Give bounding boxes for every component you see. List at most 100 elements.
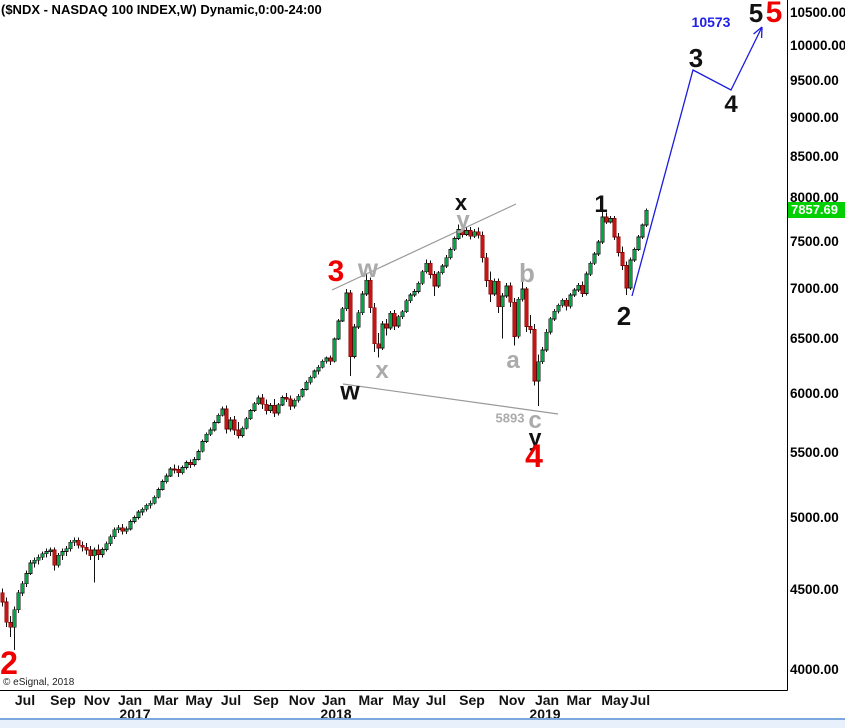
candle <box>269 405 272 410</box>
candle <box>341 309 344 321</box>
candle <box>441 266 444 273</box>
candle <box>485 258 488 281</box>
candle <box>409 295 412 301</box>
candle <box>433 275 436 287</box>
candle <box>305 382 308 389</box>
candle <box>281 397 284 405</box>
candle <box>397 317 400 326</box>
candle <box>77 540 80 545</box>
candle <box>29 563 32 573</box>
horizontal-scrollbar[interactable] <box>0 718 845 728</box>
candle <box>541 350 544 362</box>
candle <box>493 281 496 294</box>
candle <box>125 529 128 531</box>
candle <box>193 459 196 464</box>
price-tick-label: 10000.00 <box>790 38 845 54</box>
candle <box>517 299 520 336</box>
candle <box>73 540 76 542</box>
month-tick-label: May <box>601 692 628 708</box>
candle <box>141 509 144 512</box>
candle <box>89 550 92 556</box>
candle <box>429 263 432 274</box>
candle <box>317 367 320 371</box>
candle <box>357 313 360 327</box>
last-price-badge: 7857.69 <box>788 202 845 218</box>
candle <box>153 497 156 503</box>
candle <box>13 610 16 627</box>
candle <box>473 232 476 237</box>
candle <box>601 217 604 242</box>
candle <box>205 434 208 441</box>
month-tick-label: Sep <box>459 692 485 708</box>
candle <box>253 404 256 411</box>
candle <box>265 404 268 410</box>
candle <box>381 324 384 348</box>
price-tick-label: 8500.00 <box>790 149 839 165</box>
price-tick-label: 6000.00 <box>790 386 839 402</box>
candle <box>453 238 456 249</box>
candle <box>197 451 200 459</box>
price-tick-label: 9000.00 <box>790 110 839 126</box>
candle <box>221 409 224 415</box>
wave-label-red-2: 2 <box>0 647 18 679</box>
candle <box>557 305 560 311</box>
wave-label-gray-b: b <box>519 260 535 286</box>
candle <box>385 324 388 328</box>
candle <box>645 210 648 225</box>
candle <box>145 505 148 509</box>
month-tick-label: Jul <box>630 692 650 708</box>
candle <box>61 552 64 556</box>
candle <box>361 294 364 313</box>
candle <box>209 430 212 434</box>
candle <box>9 622 12 627</box>
candle <box>201 442 204 452</box>
month-tick-label: Mar <box>359 692 384 708</box>
candle <box>497 281 500 307</box>
candle <box>577 285 580 290</box>
candle <box>389 313 392 328</box>
candle <box>289 399 292 406</box>
candle <box>521 289 524 299</box>
candle <box>513 302 516 336</box>
candle <box>369 280 372 307</box>
month-tick-label: Nov <box>289 692 315 708</box>
candle <box>297 396 300 400</box>
candle <box>33 560 36 563</box>
month-tick-label: May <box>185 692 212 708</box>
candle <box>133 517 136 521</box>
price-tick-label: 7500.00 <box>790 234 839 250</box>
candle <box>137 512 140 517</box>
candle <box>185 463 188 468</box>
month-tick-label: Nov <box>499 692 525 708</box>
price-tick-label: 5000.00 <box>790 510 839 526</box>
candle <box>157 489 160 497</box>
candle <box>249 411 252 419</box>
candle <box>589 263 592 274</box>
candle <box>285 397 288 399</box>
candle <box>69 542 72 548</box>
candle <box>21 584 24 593</box>
esignal-watermark: © eSignal, 2018 <box>3 677 74 688</box>
price-tick-label: 4500.00 <box>790 582 839 598</box>
candle <box>569 295 572 306</box>
candle <box>41 554 44 558</box>
candle <box>293 400 296 406</box>
wave-label-gray-w: w <box>358 255 378 281</box>
candle <box>573 290 576 295</box>
candle <box>233 420 236 430</box>
candle <box>581 285 584 293</box>
candle <box>353 327 356 356</box>
trendline[interactable] <box>343 384 558 414</box>
candle <box>501 296 504 307</box>
candle <box>625 266 628 288</box>
candle <box>377 344 380 348</box>
wave-label-red-5: 5 <box>766 0 783 28</box>
wave-label-black-4: 4 <box>724 93 737 117</box>
candle <box>105 544 108 550</box>
candle <box>393 313 396 326</box>
candle <box>101 549 104 554</box>
candle <box>373 308 376 344</box>
candle <box>213 422 216 430</box>
candle <box>597 242 600 254</box>
